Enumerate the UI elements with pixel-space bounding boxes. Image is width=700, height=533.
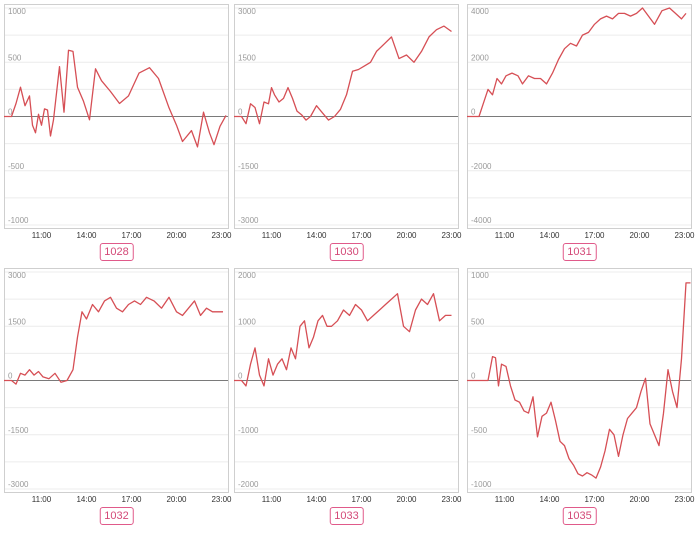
y-tick-label: 1500	[238, 53, 256, 62]
chart-panel-1035: 1000 500 0 -500 -1000 11:00 14:00 17:00 20:00 23:…	[467, 268, 695, 533]
x-tick-label: 17:00	[584, 231, 605, 240]
y-tick-label: 2000	[471, 53, 489, 62]
y-tick-label: 1000	[471, 271, 489, 280]
x-tick-label: 14:00	[539, 495, 560, 504]
y-tick-label: -4000	[471, 216, 492, 225]
y-tick-label: -500	[8, 162, 25, 171]
y-tick-label: 0	[8, 372, 13, 381]
y-tick-label: 1500	[8, 317, 26, 326]
y-tick-label: -1000	[238, 426, 259, 435]
x-tick-label: 23:00	[441, 495, 462, 504]
x-tick-label: 23:00	[674, 231, 695, 240]
chart-panel-1033: 2000 1000 0 -1000 -2000 11:00 14:00 17:00 20:00 2…	[234, 268, 462, 533]
x-tick-label: 11:00	[495, 495, 515, 504]
x-tick-label: 20:00	[629, 231, 650, 240]
chart-panel-1028: 1000 500 0 -500 -1000 11:00 14:00 17:00 20:00 23:…	[4, 4, 232, 269]
series-line	[4, 296, 223, 385]
y-tick-label: 4000	[471, 7, 489, 16]
chart-title-badge: 1031	[562, 243, 597, 261]
y-tick-label: 0	[471, 108, 476, 117]
x-tick-label: 23:00	[211, 231, 232, 240]
x-tick-label: 11:00	[32, 495, 52, 504]
x-tick-label: 20:00	[396, 231, 417, 240]
y-tick-label: -3000	[238, 216, 259, 225]
x-tick-label: 11:00	[262, 231, 282, 240]
chart-title-badge: 1035	[562, 507, 597, 525]
y-tick-label: -1000	[8, 216, 29, 225]
x-tick-label: 17:00	[121, 231, 142, 240]
x-tick-label: 14:00	[306, 495, 327, 504]
y-tick-label: 0	[238, 372, 243, 381]
y-tick-label: -2000	[238, 480, 259, 489]
series-line	[234, 25, 452, 125]
chart-panel-1032: 3000 1500 0 -1500 -3000 11:00 14:00 17:00 20:00 2…	[4, 268, 232, 533]
y-tick-label: 1000	[8, 7, 26, 16]
series-line	[467, 282, 691, 479]
y-tick-label: 500	[471, 317, 485, 326]
y-tick-label: 0	[8, 108, 13, 117]
series-line	[467, 7, 687, 118]
x-tick-label: 14:00	[539, 231, 560, 240]
x-tick-label: 20:00	[166, 231, 187, 240]
series-line	[4, 49, 227, 148]
y-tick-label: 0	[471, 372, 476, 381]
y-tick-label: 500	[8, 53, 22, 62]
y-tick-label: -3000	[8, 480, 29, 489]
chart-title-badge: 1032	[99, 507, 134, 525]
chart-title-badge: 1033	[329, 507, 364, 525]
x-tick-label: 11:00	[32, 231, 52, 240]
chart-panel-1031: 4000 2000 0 -2000 -4000 11:00 14:00 17:00 20:00 2…	[467, 4, 695, 269]
chart-title-badge: 1028	[99, 243, 134, 261]
x-tick-label: 17:00	[121, 495, 142, 504]
y-tick-label: 0	[238, 108, 243, 117]
y-tick-label: -1500	[238, 162, 259, 171]
x-tick-label: 14:00	[306, 231, 327, 240]
y-tick-label: 3000	[238, 7, 256, 16]
x-tick-label: 17:00	[351, 495, 372, 504]
y-tick-label: -1000	[471, 480, 492, 489]
y-tick-label: -1500	[8, 426, 29, 435]
x-tick-label: 11:00	[262, 495, 282, 504]
y-tick-label: -500	[471, 426, 488, 435]
x-tick-label: 20:00	[166, 495, 187, 504]
x-tick-label: 23:00	[674, 495, 695, 504]
x-tick-label: 23:00	[441, 231, 462, 240]
x-tick-label: 14:00	[76, 495, 97, 504]
series-line	[234, 293, 452, 387]
x-tick-label: 23:00	[211, 495, 232, 504]
chart-panel-1030: 3000 1500 0 -1500 -3000 11:00 14:00 17:00 20:00 2…	[234, 4, 462, 269]
y-tick-label: -2000	[471, 162, 492, 171]
y-tick-label: 1000	[238, 317, 256, 326]
x-tick-label: 20:00	[396, 495, 417, 504]
x-tick-label: 17:00	[351, 231, 372, 240]
y-tick-label: 3000	[8, 271, 26, 280]
y-tick-label: 2000	[238, 271, 256, 280]
x-tick-label: 17:00	[584, 495, 605, 504]
chart-title-badge: 1030	[329, 243, 364, 261]
x-tick-label: 11:00	[495, 231, 515, 240]
x-tick-label: 14:00	[76, 231, 97, 240]
x-tick-label: 20:00	[629, 495, 650, 504]
